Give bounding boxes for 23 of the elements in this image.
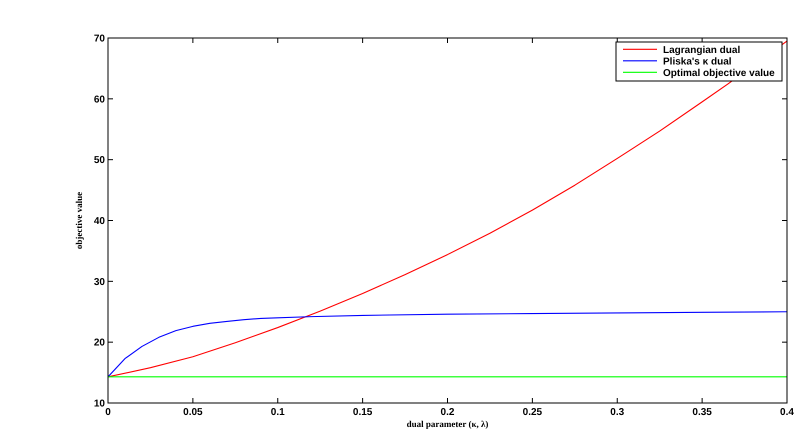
x-tick-label: 0.15 xyxy=(352,407,373,418)
y-tick-label: 10 xyxy=(94,398,106,410)
line-series xyxy=(108,311,788,378)
x-tick-label: 0.1 xyxy=(270,407,286,418)
x-tick-label: 0.4 xyxy=(780,407,794,418)
y-tick-label: 70 xyxy=(94,34,106,44)
x-tick-label: 0.05 xyxy=(183,407,204,418)
legend-label: Pliska's κ dual xyxy=(663,56,732,68)
x-tick-label: 0 xyxy=(105,407,112,418)
y-tick-label: 20 xyxy=(94,338,106,349)
legend-label: Optimal objective value xyxy=(663,68,776,79)
legend-label: Lagrangian dual xyxy=(663,44,740,56)
line-series xyxy=(108,40,788,378)
y-tick-label: 30 xyxy=(94,276,106,288)
y-tick-label: 40 xyxy=(94,216,106,227)
x-axis-title: dual parameter (κ, λ) xyxy=(406,419,488,429)
x-tick-label: 0.25 xyxy=(522,407,543,418)
y-tick-label: 60 xyxy=(94,94,106,106)
y-tick-label: 50 xyxy=(94,155,106,166)
x-tick-label: 0.2 xyxy=(440,407,455,418)
x-tick-label: 0.3 xyxy=(610,407,625,418)
x-tick-label: 0.35 xyxy=(692,407,712,418)
y-axis-title: objective value xyxy=(74,192,84,250)
